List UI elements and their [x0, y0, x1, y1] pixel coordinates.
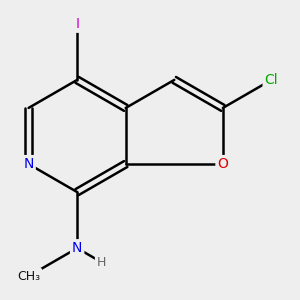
Text: N: N: [23, 157, 34, 171]
Text: N: N: [72, 241, 82, 255]
Text: CH₃: CH₃: [17, 270, 40, 283]
Text: H: H: [97, 256, 106, 269]
Text: O: O: [218, 157, 228, 171]
Text: Cl: Cl: [265, 73, 278, 87]
Text: I: I: [75, 17, 79, 31]
